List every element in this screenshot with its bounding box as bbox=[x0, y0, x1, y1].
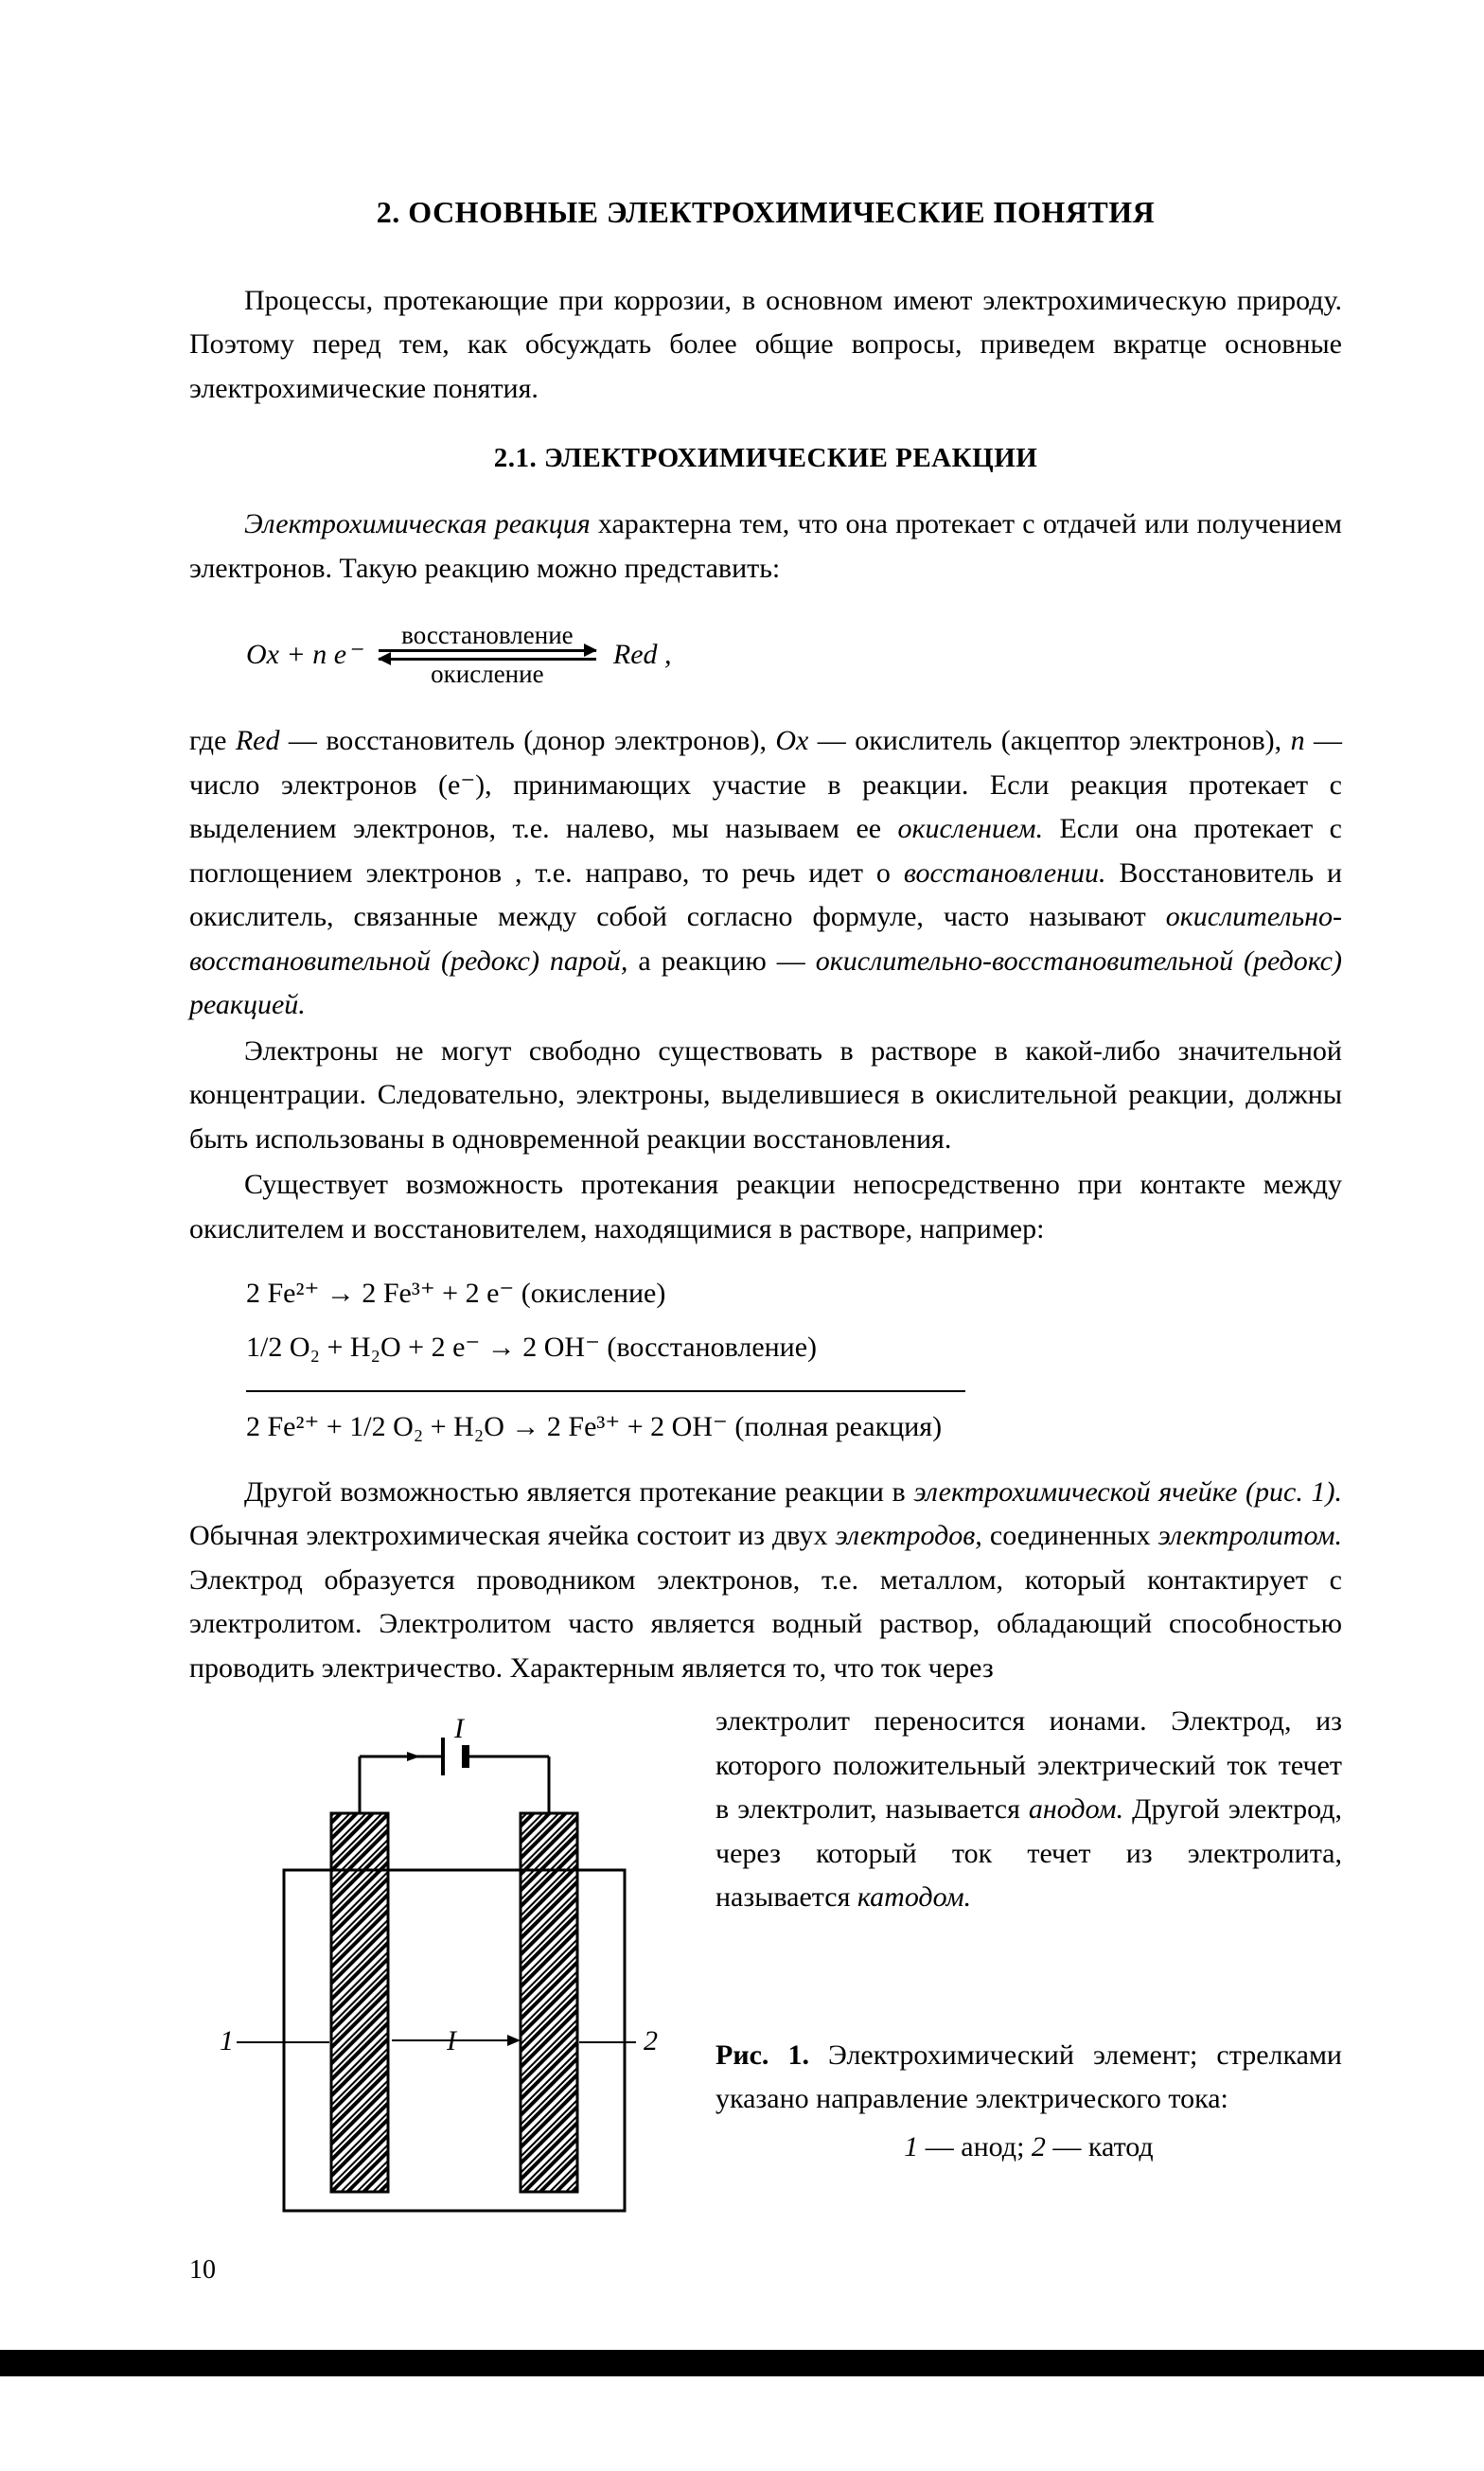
reaction-sum: 2 Fe²⁺ + 1/2 O₂ + H₂O → 2 Fe³⁺ + 2 OH⁻ (… bbox=[246, 1405, 1342, 1450]
eq-bottom-label: окисление bbox=[431, 660, 543, 689]
eq-right: Red , bbox=[613, 633, 672, 678]
reaction-list: 2 Fe²⁺ → 2 Fe³⁺ + 2 e⁻ (окисление) 1/2 O… bbox=[246, 1272, 1342, 1369]
label-2-right: 2 bbox=[644, 2025, 658, 2056]
label-1-left: 1 bbox=[220, 2025, 234, 2056]
figure-1: I 1 2 I bbox=[189, 1700, 681, 2244]
reaction-3: 2 Fe²⁺ + 1/2 O₂ + H₂O → 2 Fe³⁺ + 2 OH⁻ (… bbox=[246, 1405, 1342, 1450]
electrochemical-cell-diagram: I 1 2 I bbox=[189, 1700, 681, 2230]
arrow-right bbox=[379, 649, 596, 652]
eq-arrows: восстановление окисление bbox=[379, 621, 596, 689]
arrow-left bbox=[379, 658, 596, 661]
p4: Существует возможность протекания реакци… bbox=[189, 1163, 1342, 1251]
reaction-1: 2 Fe²⁺ → 2 Fe³⁺ + 2 e⁻ (окисление) bbox=[246, 1272, 1342, 1316]
p1-term: Электрохимическая реакция bbox=[244, 508, 591, 539]
section-title: 2. ОСНОВНЫЕ ЭЛЕКТРОХИМИЧЕСКИЕ ПОНЯТИЯ bbox=[189, 189, 1342, 237]
scan-edge bbox=[0, 2350, 1484, 2376]
figure-legend: 1 — анод; 2 — катод bbox=[716, 2126, 1342, 2170]
figure-caption: Рис. 1. Электрохимический элемент; стрел… bbox=[716, 2034, 1342, 2122]
p6: электролит переносится ионами. Электрод,… bbox=[716, 1700, 1342, 1920]
label-I-top: I bbox=[453, 1713, 466, 1744]
page-number: 10 bbox=[189, 2250, 216, 2290]
p1: Электрохимическая реакция характерна тем… bbox=[189, 503, 1342, 591]
p2: где Red — восстановитель (донор электрон… bbox=[189, 719, 1342, 1028]
reaction-2: 1/2 O₂ + H₂O + 2 e⁻ → 2 OH⁻ (восстановле… bbox=[246, 1326, 1342, 1370]
eq-left: Ox + n e⁻ bbox=[246, 633, 362, 678]
p5: Другой возможностью является протекание … bbox=[189, 1471, 1342, 1691]
reaction-divider bbox=[246, 1390, 965, 1392]
intro-paragraph: Процессы, протекающие при коррозии, в ос… bbox=[189, 279, 1342, 412]
figure-caption-label: Рис. 1. bbox=[716, 2039, 809, 2071]
subsection-title: 2.1. ЭЛЕКТРОХИМИЧЕСКИЕ РЕАКЦИИ bbox=[189, 437, 1342, 480]
p3: Электроны не могут свободно существовать… bbox=[189, 1030, 1342, 1162]
eq-top-label: восстановление bbox=[401, 621, 574, 650]
main-equation: Ox + n e⁻ восстановление окисление Red , bbox=[246, 621, 1342, 689]
